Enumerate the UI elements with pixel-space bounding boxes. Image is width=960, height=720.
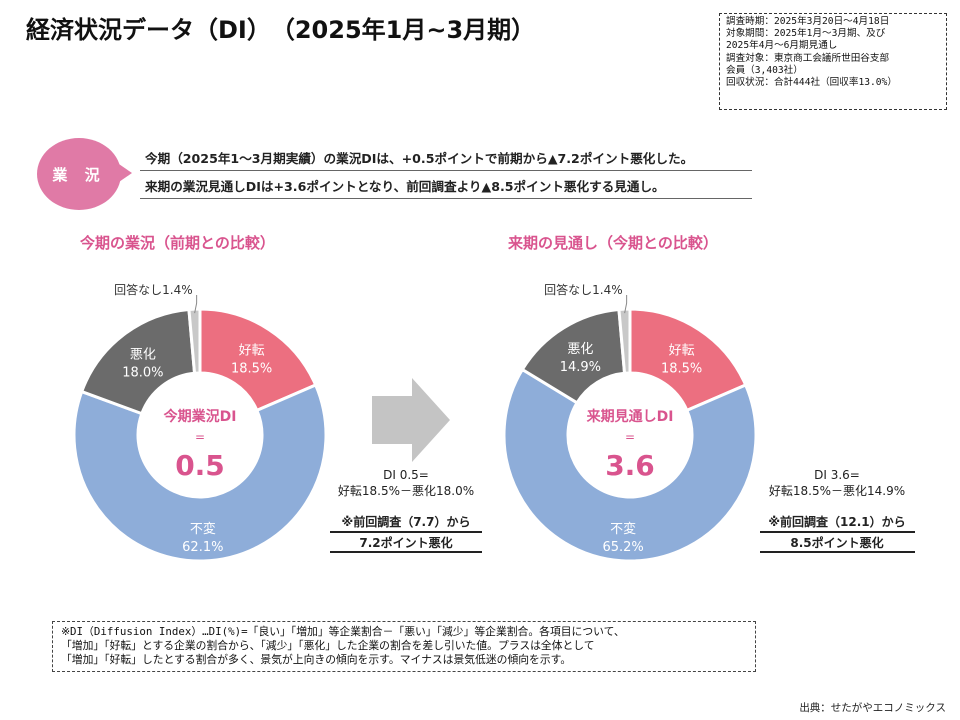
info-line: 対象期間：2025年1月～3月期、及び <box>726 28 886 40</box>
donut-slice-flat <box>72 382 328 563</box>
di-footnote: ※DI（Diffusion Index）…DI(%)=「良い」「増加」等企業割合… <box>52 621 756 672</box>
source-credit: 出典：せたがやエコノミックス <box>799 702 946 714</box>
slice-value: 65.2% <box>602 540 643 555</box>
leader-line <box>194 295 198 314</box>
slice-name: 悪化 <box>567 342 593 357</box>
slice-name: 不変 <box>190 521 216 537</box>
slice-label-bad: 悪化 14.9% <box>560 342 601 375</box>
di-line: 好転18.5%－悪化14.9% <box>768 484 906 498</box>
leader-line <box>624 295 628 314</box>
slice-name: 好転 <box>239 343 265 358</box>
slice-label-none: 回答なし1.4% <box>114 282 193 297</box>
prev-divider <box>330 531 482 533</box>
footnote-line: 「増加」「好転」したとする割合が多く、景気が上向きの傾向を示す。マイナスは景気低… <box>61 653 572 666</box>
current-chart-title: 今期の業況（前期との比較） <box>80 234 275 252</box>
info-line: 回収状況：合計444社（回収率13.0%） <box>726 77 897 89</box>
donut-slice-good <box>198 307 318 413</box>
center-di-value: 0.5 <box>175 449 225 482</box>
page-title: 経済状況データ（DI） （2025年1月~3月期） <box>26 16 536 44</box>
summary-line-current: 今期（2025年1～3月期実績）の業況DIは、+0.5ポイントで前期から▲7.2… <box>145 151 694 166</box>
slice-label-flat: 不変 62.1% <box>182 521 223 555</box>
di-line: 好転18.5%－悪化18.0% <box>337 484 475 498</box>
donut-slice-flat <box>502 367 758 563</box>
badge-tail <box>116 162 132 184</box>
slice-label-bad: 悪化 18.0% <box>122 347 163 380</box>
info-line: 2025年4月～6月期見通し <box>726 40 838 52</box>
forecast-di-formula: DI 3.6= 好転18.5%－悪化14.9% <box>732 468 942 499</box>
badge-label: 業 況 <box>52 165 106 184</box>
slice-value: 18.5% <box>231 361 272 376</box>
forecast-prev-change: 8.5ポイント悪化 <box>790 536 884 550</box>
info-line: 調査対象：東京商工会議所世田谷支部 <box>726 52 890 64</box>
survey-info-box: 調査時期：2025年3月20日～4月18日 対象期間：2025年1月～3月期、及… <box>719 13 947 110</box>
business-badge: 業 況 <box>37 138 121 210</box>
summary-divider <box>140 170 752 171</box>
slice-value: 18.5% <box>661 361 702 376</box>
forecast-donut-chart: 好転 18.5% 不変 65.2% 悪化 14.9% 回答なし1.4% 来期見通しDI = 3.6 <box>502 282 758 563</box>
center-di-eq: = <box>625 430 635 444</box>
donut-slice-good <box>628 307 748 413</box>
info-line: 会員（3,403社） <box>726 64 803 76</box>
slice-name: 不変 <box>610 521 636 537</box>
forecast-prev-compare: ※前回調査（12.1）から <box>768 515 906 529</box>
footnote-line: ※DI（Diffusion Index）…DI(%)=「良い」「増加」等企業割合… <box>61 625 625 638</box>
donut-slice-none <box>187 307 202 375</box>
di-line: DI 0.5= <box>383 468 429 482</box>
di-line: DI 3.6= <box>814 468 860 482</box>
right-arrow-icon <box>372 378 450 462</box>
summary-line-next: 来期の業況見通しDIは+3.6ポイントとなり、前回調査より▲8.5ポイント悪化す… <box>145 179 665 194</box>
center-di-label: 今期業況DI <box>163 408 237 425</box>
donut-slice-none <box>617 307 632 375</box>
current-donut-chart: 好転 18.5% 不変 62.1% 悪化 18.0% 回答なし1.4% 今期業況DI = 0.5 <box>72 282 328 563</box>
current-prev-change: 7.2ポイント悪化 <box>359 536 453 550</box>
prev-divider <box>760 531 915 533</box>
footnote-line: 「増加」「好転」とする企業の割合から、「減少」「悪化」した企業の割合を差し引いた… <box>61 639 595 652</box>
center-di-value: 3.6 <box>605 449 655 482</box>
current-di-formula: DI 0.5= 好転18.5%－悪化18.0% <box>300 468 512 499</box>
slice-label-good: 好転 18.5% <box>661 343 702 376</box>
slice-value: 14.9% <box>560 360 601 375</box>
slice-value: 18.0% <box>122 365 163 380</box>
slice-name: 好転 <box>669 343 695 358</box>
slice-value: 62.1% <box>182 540 223 555</box>
slice-name: 悪化 <box>130 347 156 362</box>
summary-divider <box>140 198 752 199</box>
center-di-eq: = <box>195 430 205 444</box>
prev-divider <box>330 551 482 553</box>
info-line: 調査時期：2025年3月20日～4月18日 <box>726 16 890 27</box>
current-prev-compare: ※前回調査（7.7）から <box>341 515 471 529</box>
donut-slice-bad <box>79 307 197 416</box>
slice-label-flat: 不変 65.2% <box>602 521 643 555</box>
forecast-chart-title: 来期の見通し（今期との比較） <box>508 234 718 252</box>
slice-label-none: 回答なし1.4% <box>544 282 623 297</box>
slice-label-good: 好転 18.5% <box>231 343 272 376</box>
center-di-label: 来期見通しDI <box>586 409 674 425</box>
prev-divider <box>760 551 915 553</box>
